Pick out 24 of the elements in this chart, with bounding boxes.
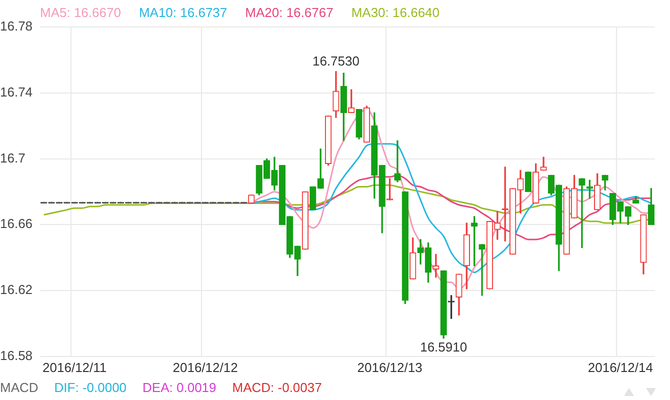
y-tick-label: 16.58 — [0, 348, 33, 363]
text: MACD: -0.0037 — [232, 380, 322, 395]
candlestick — [394, 140, 401, 182]
text: MA5: 16.6670 — [40, 5, 121, 20]
text: MA20: 16.6767 — [245, 5, 334, 20]
y-tick-label: 16.66 — [0, 216, 33, 232]
line-series — [250, 143, 652, 274]
x-tick-label: 2016/12/14 — [588, 360, 653, 375]
x-tick-label: 2016/12/13 — [357, 360, 422, 375]
x-tick-label: 2016/12/11 — [42, 360, 107, 375]
candlestick — [578, 178, 586, 248]
annotation: 16.7530 — [312, 54, 360, 69]
y-tick-label: 16.62 — [0, 282, 33, 298]
text: DEA: 0.0019 — [142, 380, 216, 395]
y-tick-label: 16.78 — [0, 18, 33, 34]
y-tick-label: 16.74 — [0, 84, 33, 100]
text: MACD — [0, 380, 38, 395]
text: DIF: -0.0000 — [54, 380, 127, 395]
x-tick-label: 2016/12/12 — [172, 360, 238, 375]
y-tick-label: 16.7 — [0, 150, 26, 166]
text: MA10: 16.6737 — [138, 5, 228, 20]
annotation: 16.5910 — [420, 339, 468, 354]
candlestick — [478, 244, 486, 296]
text: MA30: 16.6640 — [351, 5, 440, 20]
